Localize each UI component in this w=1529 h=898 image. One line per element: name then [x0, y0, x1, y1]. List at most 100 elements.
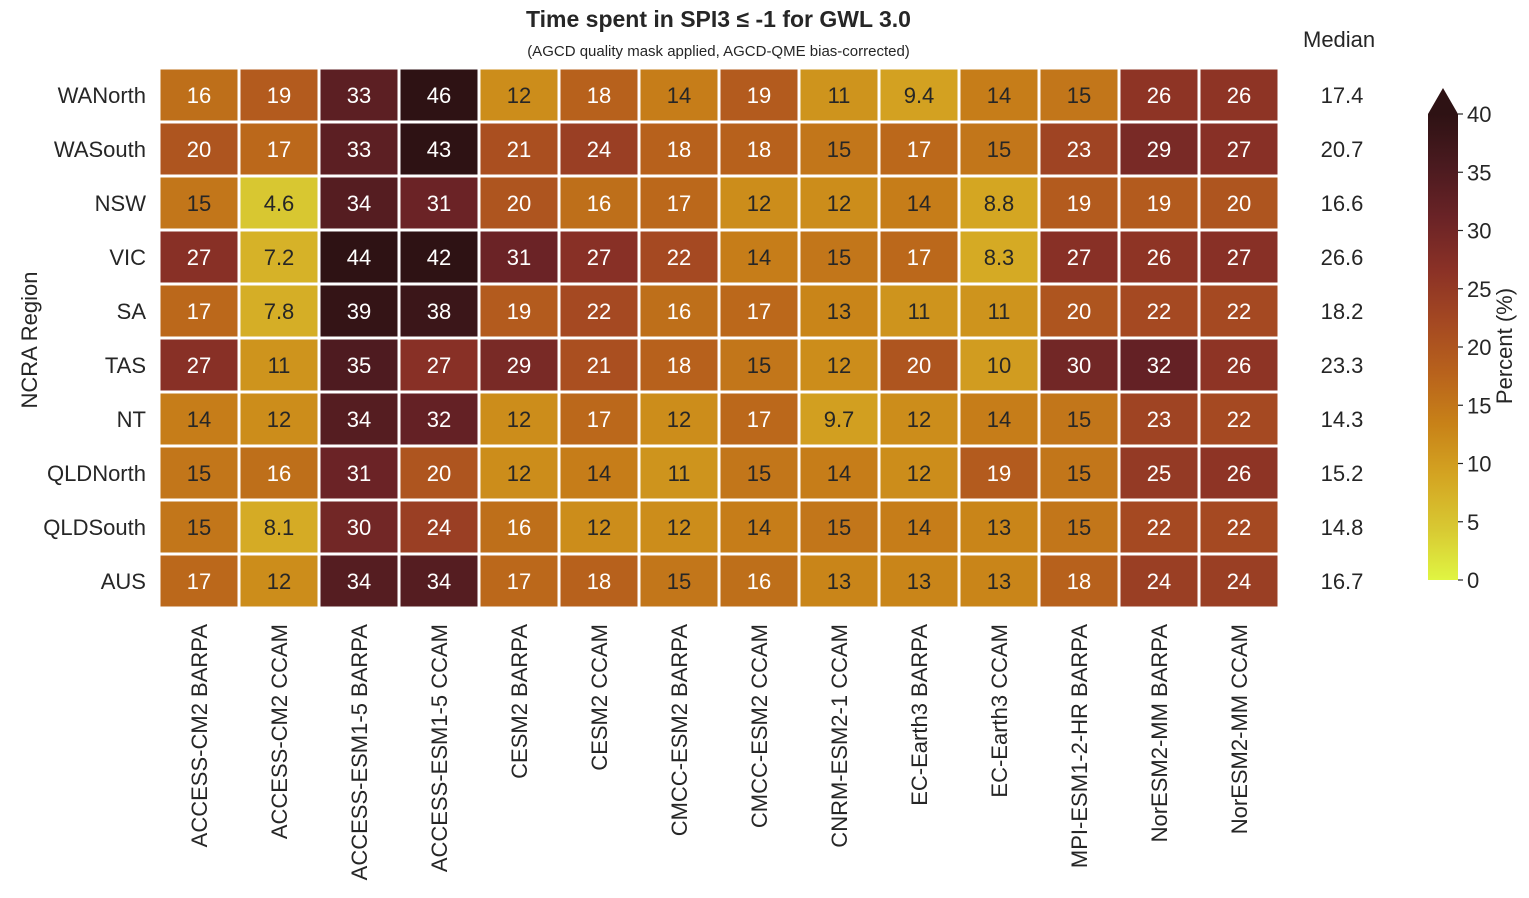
heatmap-cell — [1037, 336, 1121, 394]
row-tick-label: SA — [117, 299, 147, 324]
cell-value-label: 22 — [1147, 299, 1171, 324]
cell-value-label: 27 — [187, 353, 211, 378]
cell-value-label: 12 — [507, 407, 531, 432]
heatmap-cell — [1197, 120, 1281, 178]
cell-value-label: 17 — [187, 569, 211, 594]
heatmap-cell — [637, 336, 721, 394]
heatmap-cell — [237, 66, 321, 124]
column-tick-label: EC-Earth3 CCAM — [987, 624, 1012, 798]
cell-value-label: 24 — [427, 515, 451, 540]
cell-value-label: 14 — [747, 245, 771, 270]
cell-value-label: 14 — [587, 461, 611, 486]
cell-value-label: 31 — [347, 461, 371, 486]
median-value: 14.8 — [1321, 515, 1364, 540]
cell-value-label: 9.4 — [904, 83, 935, 108]
column-tick-label: EC-Earth3 BARPA — [907, 624, 932, 806]
heatmap-cell — [877, 228, 961, 286]
cell-value-label: 24 — [587, 137, 611, 162]
cell-value-label: 17 — [507, 569, 531, 594]
colorbar-extend-arrow — [1428, 88, 1458, 114]
cell-value-label: 15 — [747, 461, 771, 486]
heatmap-cell — [397, 282, 481, 340]
heatmap-cell — [237, 282, 321, 340]
chart-subtitle: (AGCD quality mask applied, AGCD-QME bia… — [527, 43, 910, 60]
heatmap-cell — [957, 228, 1041, 286]
cell-value-label: 42 — [427, 245, 451, 270]
cell-value-label: 15 — [1067, 83, 1091, 108]
heatmap-cell — [717, 444, 801, 502]
cell-value-label: 12 — [507, 461, 531, 486]
cell-value-label: 43 — [427, 137, 451, 162]
cell-value-label: 39 — [347, 299, 371, 324]
row-tick-label: NT — [117, 407, 146, 432]
cell-value-label: 12 — [907, 461, 931, 486]
heatmap-cell — [317, 282, 401, 340]
row-tick-label: QLDSouth — [43, 515, 146, 540]
cell-value-label: 13 — [987, 515, 1011, 540]
colorbar-gradient — [1428, 114, 1458, 580]
heatmap-cell — [1197, 498, 1281, 556]
cell-value-label: 16 — [267, 461, 291, 486]
cell-value-label: 19 — [507, 299, 531, 324]
cell-value-label: 19 — [267, 83, 291, 108]
column-tick-label: CNRM-ESM2-1 CCAM — [827, 624, 852, 848]
cell-value-label: 12 — [267, 407, 291, 432]
cell-value-label: 4.6 — [264, 191, 295, 216]
cell-value-label: 15 — [667, 569, 691, 594]
heatmap-cell — [877, 552, 961, 610]
heatmap-cell — [317, 66, 401, 124]
heatmap-cell — [637, 552, 721, 610]
colorbar-tick-label: 40 — [1467, 102, 1491, 127]
heatmap-cell — [477, 228, 561, 286]
heatmap-cell — [237, 444, 321, 502]
heatmap-cell — [1037, 282, 1121, 340]
heatmap-cell — [157, 228, 241, 286]
heatmap-cell — [477, 282, 561, 340]
cell-value-label: 34 — [427, 569, 451, 594]
heatmap-cell — [557, 498, 641, 556]
cell-value-label: 26 — [1227, 83, 1251, 108]
heatmap-cell — [957, 174, 1041, 232]
heatmap-cell — [317, 336, 401, 394]
cell-value-label: 26 — [1147, 245, 1171, 270]
cell-value-label: 11 — [908, 299, 931, 324]
cell-value-label: 23 — [1147, 407, 1171, 432]
cell-value-label: 32 — [427, 407, 451, 432]
cell-value-label: 30 — [347, 515, 371, 540]
cell-value-label: 17 — [907, 137, 931, 162]
cell-value-label: 31 — [427, 191, 451, 216]
cell-value-label: 17 — [267, 137, 291, 162]
cell-value-label: 14 — [827, 461, 851, 486]
cell-value-label: 15 — [187, 515, 211, 540]
heatmap-cell — [797, 390, 881, 448]
cell-value-label: 19 — [747, 83, 771, 108]
heatmap-cell — [637, 120, 721, 178]
cell-value-label: 18 — [747, 137, 771, 162]
heatmap-cell — [1117, 336, 1201, 394]
cell-value-label: 22 — [1227, 299, 1251, 324]
heatmap-cell — [1117, 552, 1201, 610]
cell-value-label: 10 — [987, 353, 1011, 378]
cell-value-label: 12 — [667, 407, 691, 432]
row-tick-label: WANorth — [58, 83, 146, 108]
cell-value-label: 12 — [267, 569, 291, 594]
row-tick-label: WASouth — [54, 137, 146, 162]
cell-value-label: 29 — [1147, 137, 1171, 162]
cell-value-label: 8.3 — [984, 245, 1015, 270]
heatmap-cell — [157, 444, 241, 502]
cell-value-label: 20 — [1227, 191, 1251, 216]
cell-value-label: 18 — [587, 83, 611, 108]
cell-value-label: 23 — [1067, 137, 1091, 162]
heatmap-cell — [397, 120, 481, 178]
row-tick-label: AUS — [101, 569, 146, 594]
colorbar-tick-label: 0 — [1467, 568, 1479, 593]
cell-value-label: 11 — [668, 461, 691, 486]
cell-value-label: 14 — [907, 515, 931, 540]
heatmap-cell — [557, 282, 641, 340]
cell-value-label: 13 — [827, 299, 851, 324]
cell-value-label: 20 — [507, 191, 531, 216]
heatmap-cell — [717, 390, 801, 448]
cell-value-label: 17 — [187, 299, 211, 324]
cell-value-label: 15 — [827, 137, 851, 162]
